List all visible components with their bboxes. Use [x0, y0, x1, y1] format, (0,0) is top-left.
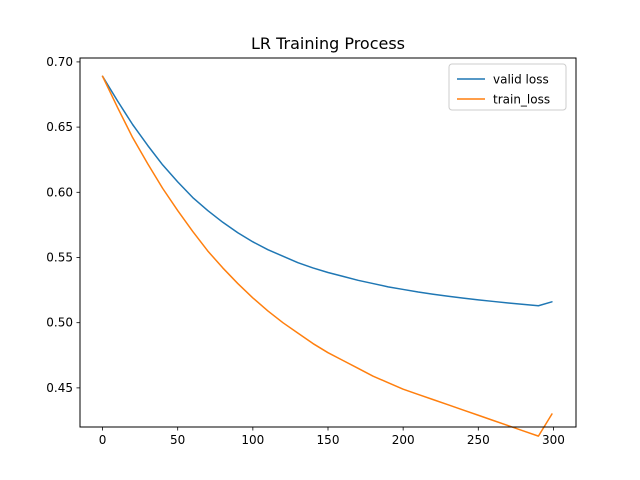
legend-label-0: valid loss	[493, 73, 549, 87]
x-tick-label-6: 300	[542, 433, 565, 447]
legend-label-1: train_loss	[493, 93, 550, 107]
y-tick-label-1: 0.50	[46, 316, 73, 330]
x-tick-label-2: 100	[241, 433, 264, 447]
series-line-1	[101, 75, 553, 437]
x-tick-label-4: 200	[392, 433, 415, 447]
y-tick-label-2: 0.55	[46, 250, 73, 264]
y-tick-label-3: 0.60	[46, 185, 73, 199]
x-tick-label-3: 150	[317, 433, 340, 447]
series-line-0	[101, 75, 553, 307]
x-tick-label-0: 0	[99, 433, 107, 447]
y-axis: 0.45 0.50 0.55 0.60 0.65 0.70	[46, 55, 80, 395]
plot-lines	[101, 75, 553, 437]
x-axis: 0 50 100 150 200 250 300	[99, 427, 565, 447]
x-tick-label-1: 50	[170, 433, 185, 447]
legend: valid loss train_loss	[448, 63, 567, 111]
y-tick-label-4: 0.65	[46, 120, 73, 134]
y-tick-label-0: 0.45	[46, 381, 73, 395]
chart-title: LR Training Process	[251, 34, 405, 53]
y-tick-label-5: 0.70	[46, 55, 73, 69]
x-tick-label-5: 250	[467, 433, 490, 447]
axes-frame	[79, 57, 577, 428]
